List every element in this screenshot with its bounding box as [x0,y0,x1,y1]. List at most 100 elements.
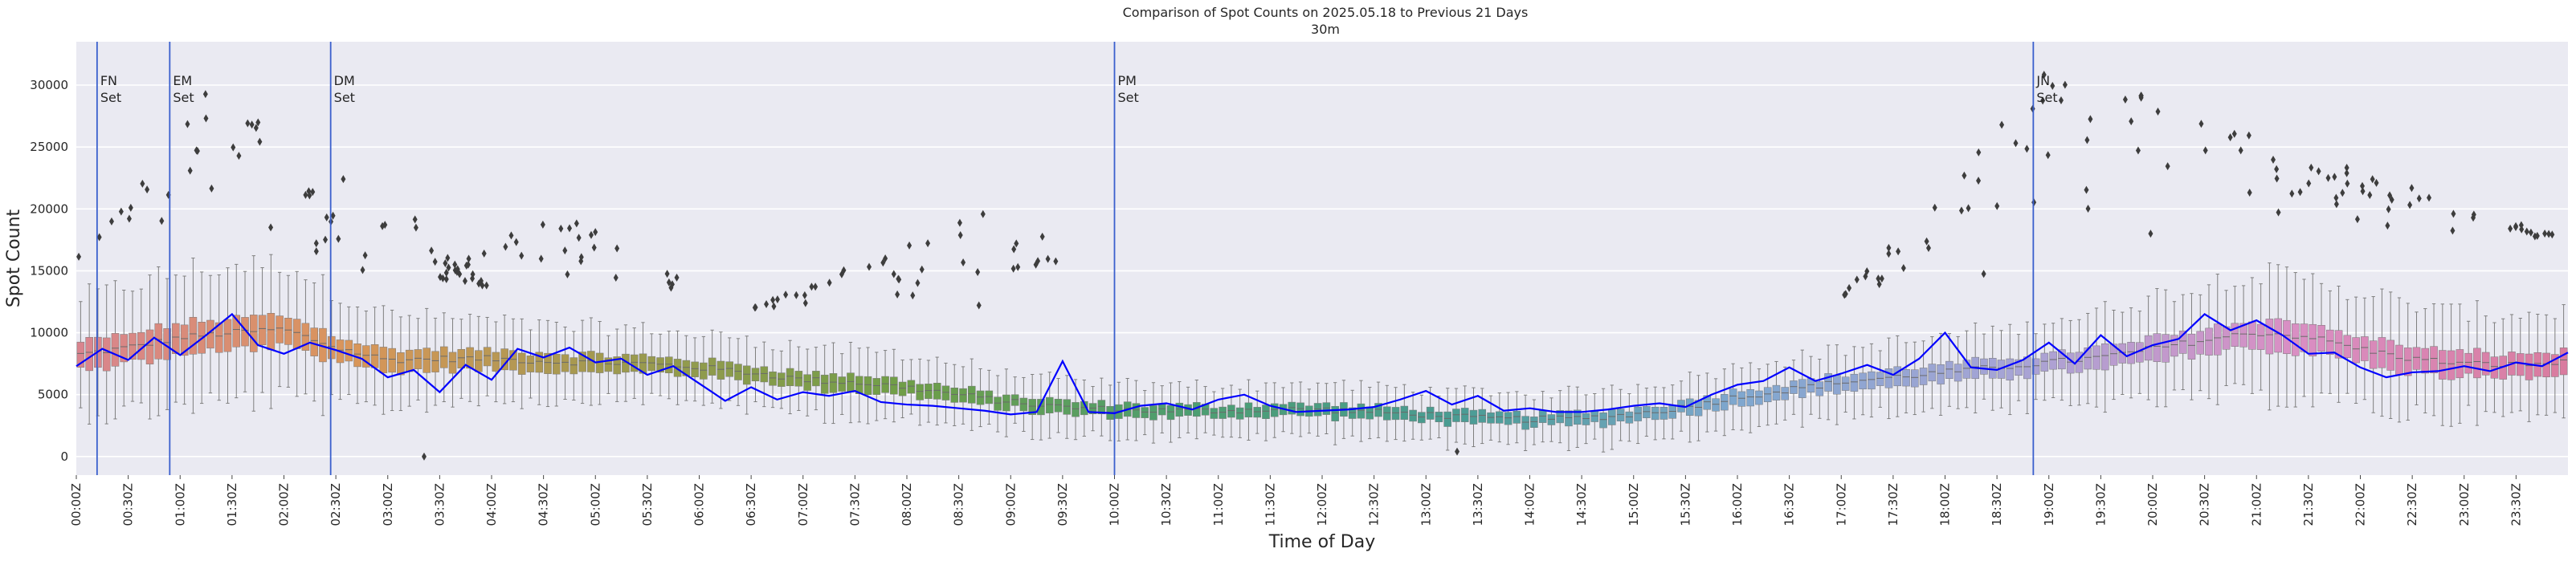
box-bin [223,267,232,404]
outlier-point [2508,224,2513,233]
box-body [2300,323,2309,352]
outlier-point [2062,80,2068,89]
box-body [691,361,699,377]
outlier-point [1900,264,1906,273]
box-bin [1763,364,1772,426]
box-bin [1729,363,1737,430]
box-bin [976,368,985,428]
box-bin [180,275,189,405]
box-body [1443,411,1451,427]
box-bin [2239,285,2247,385]
box-body [1262,404,1270,419]
outlier-point [429,246,435,255]
box-body [292,319,301,349]
outlier-point [2227,133,2233,142]
x-tick-label: 13:30Z [1471,483,1485,526]
x-tick-label: 21:30Z [2301,483,2316,526]
box-bin [1928,336,1937,409]
box-bin [829,342,838,425]
box-body [2256,323,2265,350]
outlier-point [674,273,680,282]
box-body [1521,416,1529,430]
box-bin [2516,317,2525,412]
outlier-point [880,258,886,267]
box-bin [665,331,673,400]
outlier-point [1962,171,1967,180]
box-bin [630,327,639,399]
box-bin [1132,380,1141,441]
outlier-point [440,274,446,283]
outlier-point [1842,291,1847,299]
box-body [2525,353,2533,380]
box-body [907,380,916,394]
box-body [362,345,370,368]
box-bin [1833,344,1841,425]
box-body [544,352,552,374]
box-body [1980,358,1988,375]
outlier-point [1039,232,1045,241]
box-body [1418,412,1426,424]
box-bin [1824,344,1832,421]
box-body [267,313,276,351]
box-body [526,356,535,372]
box-body [700,362,708,380]
box-bin [301,279,310,395]
outlier-point [2045,151,2051,160]
box-bin [760,341,769,408]
outlier-point [443,268,449,277]
outlier-point [1896,247,1901,256]
box-body [2481,352,2490,376]
x-tick-label: 22:30Z [2405,483,2419,526]
outlier-point [1014,239,1019,248]
outlier-point [341,175,346,184]
box-bin [613,328,621,402]
box-body [448,352,457,374]
box-bin [526,329,535,399]
box-body [1157,403,1166,416]
box-bin [2040,323,2049,401]
box-bin [1988,325,1997,411]
x-tick-label: 12:30Z [1367,483,1382,526]
box-body [673,359,682,377]
x-tick-labels: 00:00Z 00:30Z 01:00Z 01:30Z 02:00Z 02:30Z 03:0… [69,475,2523,526]
box-body [959,388,967,403]
outlier-point [2374,178,2379,187]
outlier-point [802,291,807,299]
box-bin [457,319,466,399]
outlier-point [2013,139,2019,148]
box-body [1054,398,1063,413]
box-body [1902,369,1910,387]
box-bin [544,319,552,408]
box-bin [682,335,691,401]
box-bin [673,330,682,405]
box-body [1565,410,1573,427]
box-body [439,346,448,368]
box-body [517,352,526,375]
outlier-point [470,274,476,283]
x-tick-label: 08:00Z [900,483,914,526]
box-bin [604,335,613,394]
outlier-point [574,219,579,228]
box-bin [656,333,664,396]
box-body [2447,350,2456,380]
box-bin [2559,304,2568,419]
box-body [604,357,613,372]
box-body [120,334,129,363]
annotation-label: PM [1118,73,1137,88]
outlier-point [2058,96,2064,105]
box-bin [2084,312,2092,404]
box-bin [1175,381,1184,438]
box-bin [1859,347,1867,416]
outlier-point [1015,262,1021,271]
outlier-point [809,283,814,291]
box-bin [1876,350,1884,408]
chart-title: Comparison of Spot Counts on 2025.05.18 … [1123,5,1529,20]
box-bin [1893,335,1902,417]
box-bin [847,341,855,424]
box-bin [2490,322,2499,413]
outlier-point [2135,146,2141,155]
outlier-point [558,224,564,233]
box-bin [1054,378,1063,433]
box-body [2283,319,2291,355]
plot-area [76,42,2568,475]
